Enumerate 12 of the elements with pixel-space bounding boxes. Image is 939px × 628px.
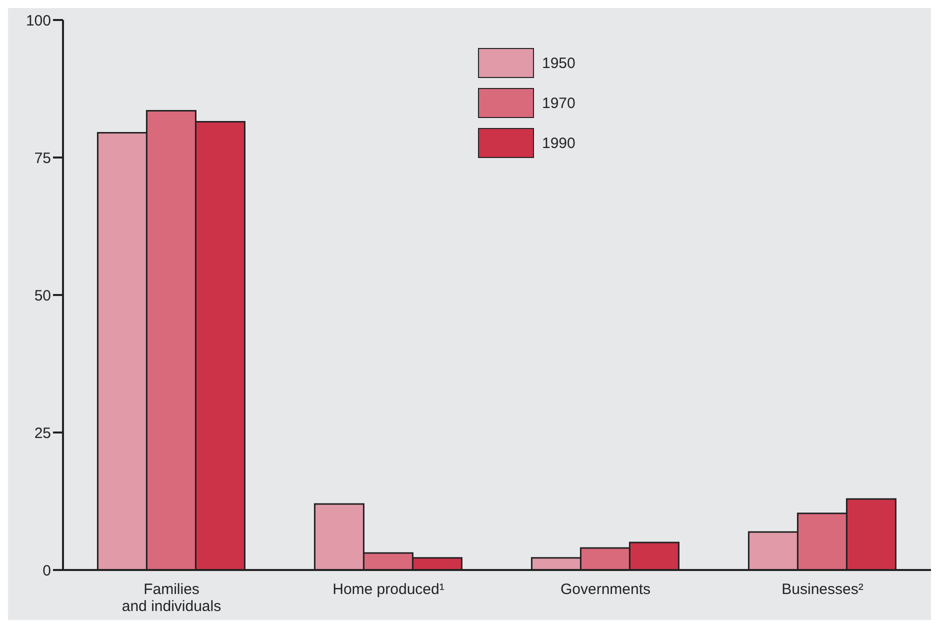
y-tick-label: 50 [34, 287, 51, 304]
x-tick-label: Families and individuals [122, 581, 222, 615]
y-tick-label: 75 [34, 150, 51, 167]
legend-label: 1950 [542, 54, 576, 72]
x-tick-label: Home produced¹ [332, 581, 444, 598]
legend-label: 1970 [542, 94, 576, 112]
y-tick-label: 25 [34, 424, 51, 442]
y-tick-label: 100 [26, 12, 51, 30]
x-tick-label: Businesses² [782, 581, 864, 598]
x-tick-label: Governments [560, 581, 651, 598]
legend-label: 1990 [542, 134, 576, 152]
y-tick-label: 0 [42, 562, 51, 580]
